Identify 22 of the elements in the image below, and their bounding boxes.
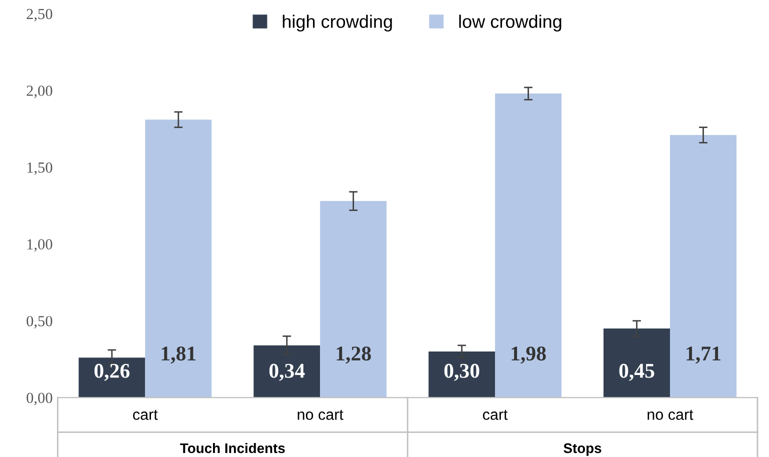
x-tick-label: no cart [648,410,694,420]
x-tick-label: cart [133,410,158,420]
data-label: 1,28 [336,346,371,364]
y-tick-label: 0,50 [26,316,52,328]
y-tick-label: 0,00 [26,392,52,406]
data-label: 0,30 [444,364,480,381]
text: Stops [564,443,602,456]
data-label: 0,26 [94,364,130,381]
y-tick-label: 1,50 [27,162,52,175]
data-label: 0,34 [269,364,305,381]
y-tick-label: 1,00 [27,239,52,252]
data-label: 1,98 [512,346,546,364]
x-tick-label: no cart [298,410,344,420]
data-label: 1,81 [162,346,196,364]
y-tick-label: 2,00 [26,86,52,98]
legend-label: low crowding [459,14,562,32]
y-tick-label: 2,50 [26,8,52,22]
text: Touch Incidents [180,442,285,454]
x-tick-label: cart [482,410,508,420]
data-label: 1,71 [686,346,720,364]
legend-label: high crowding [282,14,392,32]
data-label: 0,45 [619,364,654,381]
